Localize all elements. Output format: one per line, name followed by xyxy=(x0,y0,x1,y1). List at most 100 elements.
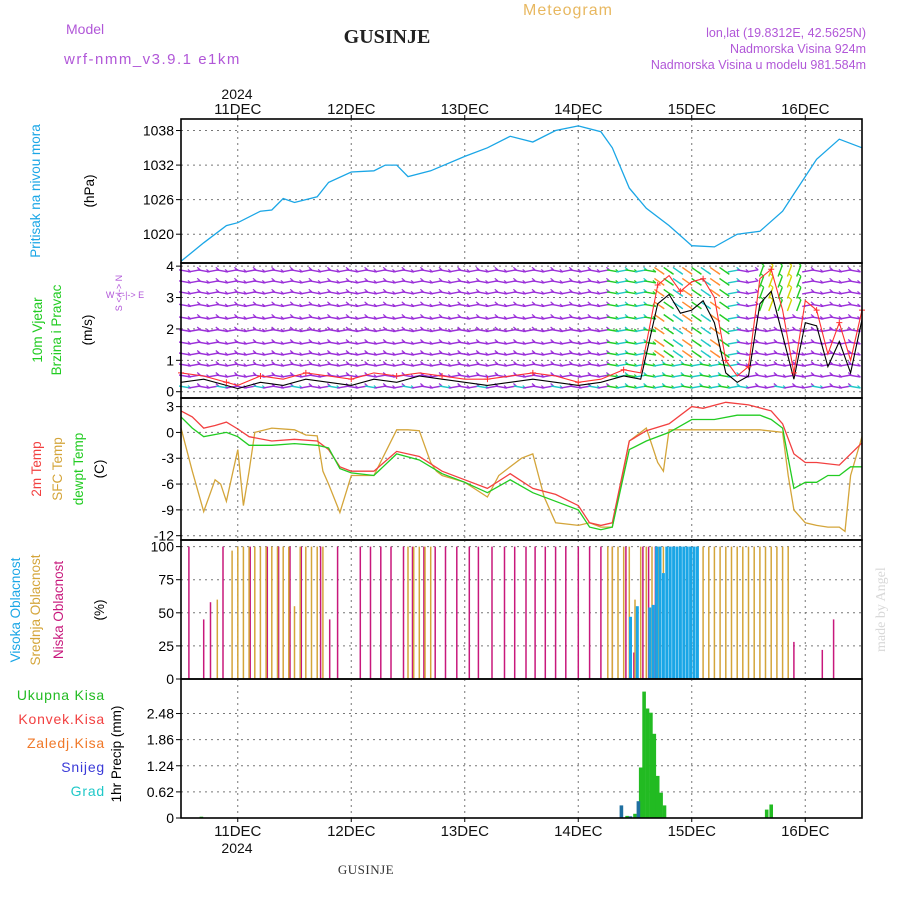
panel-wind: 0 1 2 3 4 xyxy=(166,258,865,400)
wind-barb-tick xyxy=(289,372,294,376)
wind-barb-tick xyxy=(788,273,792,277)
wind-barb-tick xyxy=(624,313,629,318)
wind-barb-tick xyxy=(234,350,238,354)
gust-marker xyxy=(700,275,707,282)
wind-barb-tick xyxy=(829,326,833,330)
precip-unit: 1hr Precip (mm) xyxy=(109,706,124,803)
wind-barb-tick xyxy=(196,339,201,343)
wind-barb-tick xyxy=(420,350,424,354)
gust-marker xyxy=(257,373,264,380)
wind-barb-tick xyxy=(725,330,730,335)
wind-barb-tick xyxy=(754,361,759,365)
wind-barb-tick xyxy=(680,383,685,387)
wind-barb-tick xyxy=(707,282,712,286)
wind-barb xyxy=(786,275,793,288)
wind-barb-tick xyxy=(382,350,387,354)
wind-barb-tick xyxy=(234,326,238,330)
wind-barb-tick xyxy=(401,326,406,330)
wind-barb-tick xyxy=(792,326,796,330)
wind-barb-tick xyxy=(196,372,201,376)
wind-barb-tick xyxy=(271,326,275,330)
wind-barb-tick xyxy=(643,266,647,271)
wind-barb-tick xyxy=(606,361,610,365)
wind-barb-tick xyxy=(327,372,331,376)
wind-barb-tick xyxy=(327,277,331,282)
wind-barb-tick xyxy=(271,288,275,293)
gust-marker xyxy=(575,379,582,386)
wind-barb-tick xyxy=(234,361,238,365)
wind-barb-tick xyxy=(568,301,573,305)
wind-barb-tick xyxy=(531,266,536,271)
wind-barb-tick xyxy=(531,288,536,293)
wind-barb-tick xyxy=(513,301,517,305)
wind-barb-tick xyxy=(754,277,759,282)
wind-barb-tick xyxy=(494,326,499,330)
wind-barb-tick xyxy=(494,339,499,343)
panel-frame xyxy=(180,118,863,264)
wind-barb-tick xyxy=(420,288,424,293)
wind-barb-tick xyxy=(679,330,684,335)
wind-barb-tick xyxy=(670,330,674,335)
wind-barb-tick xyxy=(420,361,424,365)
wind-barb-tick xyxy=(550,288,554,293)
wind-barb-tick xyxy=(568,277,573,282)
wind-barb-tick xyxy=(699,361,703,365)
wind-barb-tick xyxy=(606,350,610,354)
wind-barb-tick xyxy=(688,330,693,335)
wind-barb-tick xyxy=(364,313,368,318)
precip-legend-3: Snijeg xyxy=(61,759,105,775)
wind-barb-tick xyxy=(382,339,387,343)
wind-barb xyxy=(777,299,783,312)
wind-barb-tick xyxy=(457,361,461,365)
wind-barb-tick xyxy=(788,296,792,301)
wind-barb xyxy=(786,286,793,299)
wind-barb-tick xyxy=(624,277,629,282)
wind-barb-tick xyxy=(660,293,665,297)
wind-barb-tick xyxy=(420,383,424,387)
wind-barb-tick xyxy=(308,326,313,330)
wind-barb-tick xyxy=(707,330,712,335)
wind-barb-tick xyxy=(847,383,852,387)
wind-barb-tick xyxy=(725,343,730,347)
wind-barb-tick xyxy=(716,330,721,335)
wind-barb-tick xyxy=(252,277,257,282)
wind-barb-tick xyxy=(513,266,517,271)
cloud-bar xyxy=(672,546,676,679)
wind-barb-tick xyxy=(457,313,461,318)
cloud-bar xyxy=(682,546,686,679)
precip-bar xyxy=(636,801,641,818)
x-tick-label: 13DEC xyxy=(441,823,490,840)
wind-barb-tick xyxy=(792,339,796,343)
precip-bar xyxy=(649,712,653,818)
wind-barb-tick xyxy=(475,372,480,376)
cloud-bar xyxy=(685,546,689,679)
wind-barb-tick xyxy=(643,313,647,318)
wind-barb-tick xyxy=(587,350,592,354)
wind-barb-tick xyxy=(252,288,257,293)
gust-marker xyxy=(529,369,536,376)
cloud-bar xyxy=(629,616,632,679)
wind-barb-tick xyxy=(438,350,443,354)
wind-barb-tick xyxy=(698,343,702,347)
wind-barb-tick xyxy=(847,288,852,293)
wind-barb-tick xyxy=(754,383,759,387)
x-tick-label: 11DEC xyxy=(214,101,261,118)
wind-barb-tick xyxy=(587,301,592,305)
wind-barb-tick xyxy=(792,383,796,387)
y-tick-label: 2 xyxy=(166,321,174,337)
wind-barb-tick xyxy=(382,313,387,318)
wind-barb-tick xyxy=(289,313,294,318)
y-tick-label: 0 xyxy=(166,384,174,400)
wind-barb-tick xyxy=(420,301,424,305)
top-year-label: 2024 xyxy=(221,86,252,102)
wind-barb-tick xyxy=(234,266,238,271)
y-tick-label: 100 xyxy=(151,539,175,555)
wind-barb-tick xyxy=(688,293,693,297)
y-tick-label: -6 xyxy=(162,476,175,492)
wind-barb-tick xyxy=(475,313,480,318)
wind-barb xyxy=(758,264,765,277)
wind-barb-tick xyxy=(624,350,629,354)
wind-barb-tick xyxy=(652,303,657,307)
x-tick-label: 13DEC xyxy=(441,101,490,118)
